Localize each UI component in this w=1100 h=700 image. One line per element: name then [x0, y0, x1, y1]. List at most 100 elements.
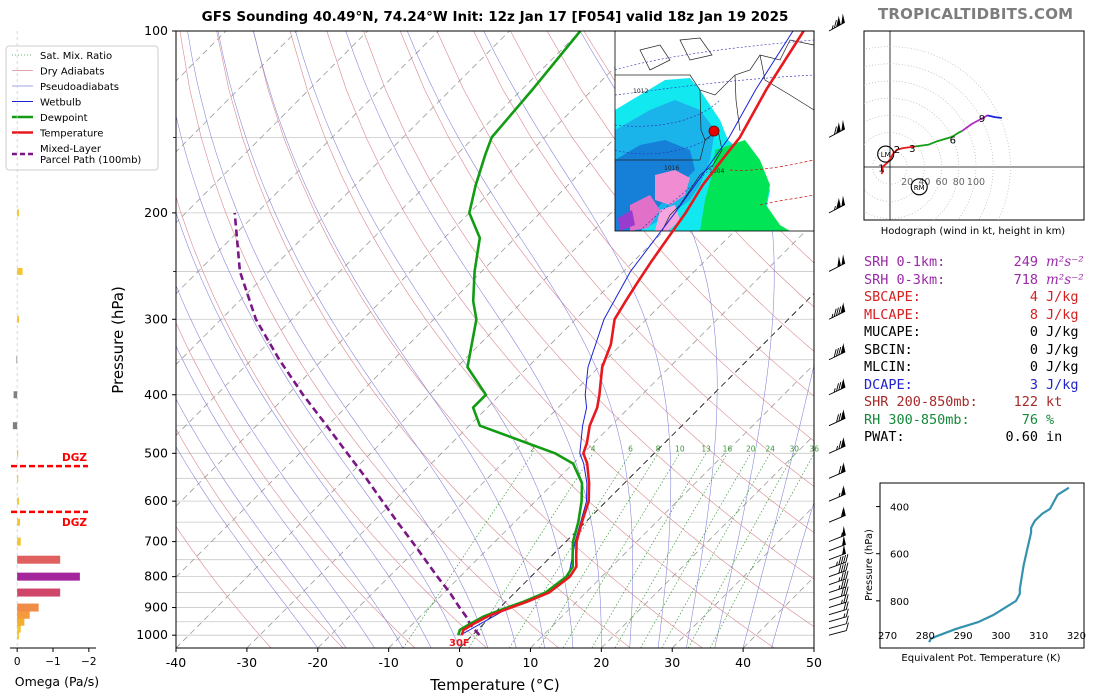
stat-unit: J/kg [1046, 376, 1079, 393]
pseudoadiabat [217, 31, 517, 648]
stat-value: 8 [1029, 306, 1038, 323]
omega-bar [17, 631, 19, 640]
isotherm [671, 505, 814, 648]
stat-unit: J/kg [1046, 306, 1079, 323]
wind-barb [828, 525, 846, 543]
stat-row: MLCIN: 0 J/kg [864, 359, 1094, 377]
pseudoadiabat [176, 114, 460, 648]
hodograph-height-label: 3 [909, 144, 915, 155]
stat-label: SBCIN: [864, 341, 913, 358]
x-tick-label: -10 [378, 655, 398, 670]
hodograph-trace [880, 145, 916, 175]
y-tick-label: 500 [144, 445, 168, 460]
wind-barb [828, 462, 846, 479]
omega-tick-label: −1 [45, 656, 60, 668]
theta-e-line [928, 486, 1070, 643]
stat-label: MLCAPE: [864, 306, 921, 323]
stat-label: PWAT: [864, 429, 905, 445]
pseudoadiabat [295, 31, 574, 648]
hodograph-height-label: 6 [950, 135, 956, 146]
skewt-curves [233, 31, 805, 637]
pseudoadiabat [483, 31, 672, 648]
dry-adiabat [363, 31, 814, 580]
legend-label: Pseudoadiabats [40, 82, 119, 93]
stat-value: 249 [1013, 254, 1038, 270]
wind-barb [828, 554, 849, 569]
legend-label: Dry Adiabats [40, 67, 104, 78]
omega-bar [17, 267, 23, 275]
stat-row: SRH 0-3km: 718 m²s⁻² [864, 272, 1094, 290]
theta-e-y-tick-label: 800 [890, 597, 909, 608]
stat-value: 122 [1013, 394, 1038, 410]
stat-row: DCAPE: 3 J/kg [864, 377, 1094, 395]
y-tick-label: 600 [144, 493, 168, 508]
mixing-ratio-line [614, 453, 728, 648]
hodograph-ring-label: 100 [967, 177, 985, 188]
stat-label: SHR 200-850mb: [864, 394, 978, 410]
mixing-ratio-line [402, 453, 533, 648]
omega-bar [17, 603, 39, 612]
pseudoadiabat [176, 284, 404, 648]
stat-value: 0 [1029, 359, 1038, 375]
theta-e-x-label: Equivalent Pot. Temperature (K) [901, 653, 1060, 664]
theta-e-x-tick-label: 310 [1029, 631, 1048, 642]
theta-e-y-tick-label: 400 [890, 503, 909, 514]
wind-barb [828, 378, 846, 396]
storm-motion-label: RM [914, 184, 925, 192]
omega-bar [17, 449, 19, 457]
mixing-ratio-label: 6 [628, 444, 633, 453]
wind-barb [828, 436, 846, 454]
storm-motion-marker [877, 145, 895, 163]
hodograph-ring-label: 20 [901, 177, 913, 188]
stat-value-group: 122 kt [1014, 394, 1094, 412]
theta-e-x-tick-label: 290 [954, 631, 973, 642]
omega-x-label: Omega (Pa/s) [15, 674, 99, 689]
omega-bar [17, 610, 30, 619]
wind-barb [828, 594, 849, 608]
omega-bar [17, 518, 21, 526]
map-contour-label: 1012 [633, 88, 648, 95]
x-tick-label: -40 [166, 655, 186, 670]
hodograph-ring [872, 149, 908, 185]
x-tick-label: 40 [735, 655, 751, 670]
stat-label: DCAPE: [864, 376, 913, 393]
pseudoadiabat [176, 398, 347, 648]
y-tick-label: 200 [144, 205, 168, 220]
omega-tick-label: 0 [14, 656, 21, 668]
x-tick-label: -30 [237, 655, 257, 670]
mixing-ratio-label: 4 [591, 444, 596, 453]
wind-barbs [828, 13, 849, 636]
omega-bar [17, 315, 19, 323]
y-tick-label: 400 [144, 387, 168, 402]
isotherm [246, 80, 814, 648]
dry-adiabat [216, 31, 631, 648]
stat-value: 3 [1029, 376, 1038, 393]
theta-e-x-tick-label: 270 [878, 631, 897, 642]
mixing-ratio-label: 8 [656, 444, 661, 453]
stat-value-group: 0 J/kg [1030, 359, 1094, 377]
stat-row: SHR 200-850mb: 122 kt [864, 394, 1094, 412]
dry-adiabat [583, 31, 814, 308]
stat-unit: in [1046, 429, 1063, 445]
hodograph-height-label: 2 [894, 145, 900, 156]
storm-motion-label: LM [881, 151, 891, 159]
omega-bar [17, 572, 80, 581]
stat-row: PWAT: 0.60 in [864, 429, 1094, 447]
legend-label: Parcel Path (100mb) [40, 155, 141, 166]
stat-row: SRH 0-1km: 249 m²s⁻² [864, 254, 1094, 272]
isotherm [459, 292, 814, 648]
x-tick-label: 50 [806, 655, 822, 670]
mixing-ratio-line [709, 453, 814, 648]
wind-barb [828, 195, 846, 214]
theta-e-panel: 270 280 290 300 310 320 400 600 800 [876, 486, 1086, 643]
wind-barb [828, 578, 849, 593]
isotherm [317, 151, 814, 648]
y-tick-label: 1000 [136, 627, 168, 642]
chart-title: GFS Sounding 40.49°N, 74.24°W Init: 12z … [201, 9, 789, 25]
hodograph-ring [864, 80, 977, 220]
isotherm [601, 434, 814, 648]
dry-adiabat [176, 195, 487, 648]
dgz-label: DGZ [62, 517, 87, 529]
pseudoadiabat [771, 501, 814, 648]
